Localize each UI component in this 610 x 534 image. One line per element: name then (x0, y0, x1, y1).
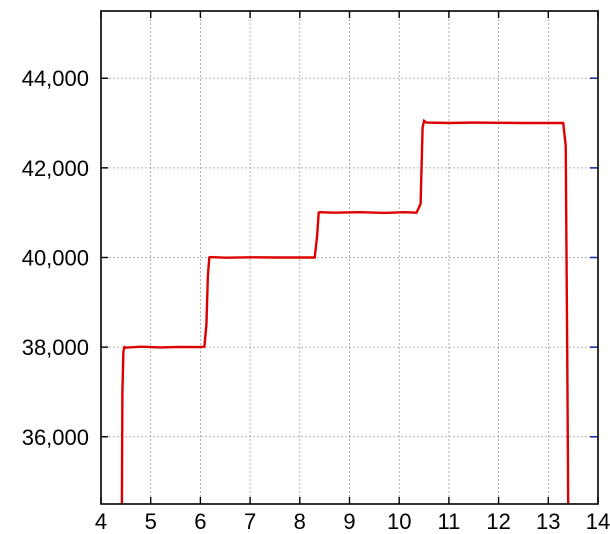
x-tick-label: 8 (294, 509, 306, 534)
series-line (120, 118, 570, 505)
x-tick-label: 7 (244, 509, 256, 534)
plot-frame (100, 10, 599, 505)
gridlines (101, 11, 598, 504)
x-tick-label: 4 (95, 509, 107, 534)
x-tick-label: 14 (586, 509, 610, 534)
x-tick-label: 13 (536, 509, 560, 534)
y-tick-label: 36,000 (22, 425, 89, 450)
x-tick-label: 10 (387, 509, 411, 534)
y-tick-label: 42,000 (22, 156, 89, 181)
x-tick-label: 5 (145, 509, 157, 534)
y-tick-label: 44,000 (22, 66, 89, 91)
y-tick-label: 40,000 (22, 246, 89, 271)
x-tick-label: 12 (486, 509, 510, 534)
y-tick-label: 38,000 (22, 335, 89, 360)
x-tick-label: 11 (437, 509, 460, 534)
tick-labels: 4 5 6 7 8 9 10 11 12 13 14 36,000 38,000 40,000 42,000… (22, 66, 610, 534)
x-tick-label: 6 (194, 509, 206, 534)
x-tick-label: 9 (343, 509, 355, 534)
